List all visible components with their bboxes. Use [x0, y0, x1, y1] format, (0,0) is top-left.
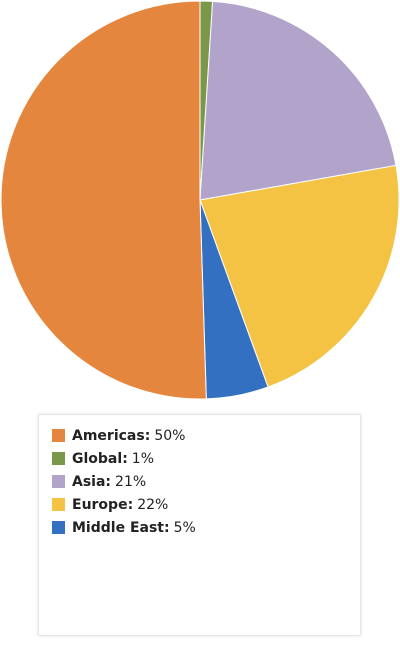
legend-swatch-global: [52, 452, 65, 465]
legend-value-global: 1%: [131, 450, 155, 467]
legend-swatch-asia: [52, 475, 65, 488]
legend-label-europe: Europe: [72, 496, 128, 513]
pie-chart: [0, 0, 400, 400]
legend-value-asia: 21%: [115, 473, 147, 490]
legend-value-europe: 22%: [137, 496, 169, 513]
legend-item-europe[interactable]: Europe: 22%: [52, 493, 360, 516]
legend-item-global[interactable]: Global: 1%: [52, 447, 360, 470]
pie-slice-asia[interactable]: [199, 0, 397, 201]
legend-label-global: Global: [72, 450, 123, 467]
legend-label-asia: Asia: [72, 473, 106, 490]
chart-legend: Americas: 50% Global: 1% Asia: 21% Europ…: [38, 414, 361, 636]
pie-slice-europe[interactable]: [199, 164, 400, 388]
legend-swatch-middle-east: [52, 521, 65, 534]
legend-item-americas[interactable]: Americas: 50%: [52, 424, 360, 447]
legend-value-middle-east: 5%: [173, 519, 196, 536]
pie-slice-americas[interactable]: [0, 0, 207, 400]
legend-label-middle-east: Middle East: [72, 519, 164, 536]
legend-swatch-europe: [52, 498, 65, 511]
legend-swatch-americas: [52, 429, 65, 442]
legend-value-americas: 50%: [154, 427, 186, 444]
legend-item-middle-east[interactable]: Middle East: 5%: [52, 516, 360, 539]
legend-label-americas: Americas: [72, 427, 145, 444]
legend-item-asia[interactable]: Asia: 21%: [52, 470, 360, 493]
